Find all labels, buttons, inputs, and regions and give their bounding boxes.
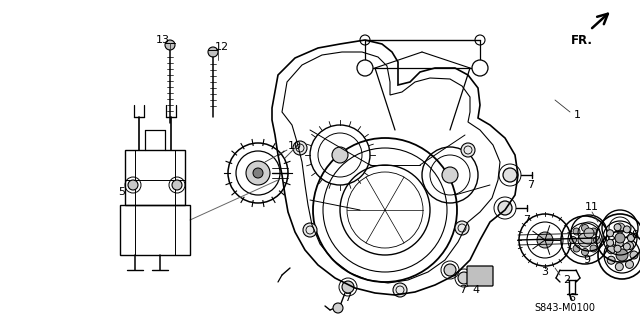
- Circle shape: [630, 251, 638, 259]
- Circle shape: [293, 141, 307, 155]
- Circle shape: [593, 236, 600, 243]
- Circle shape: [332, 147, 348, 163]
- Circle shape: [615, 223, 625, 233]
- Circle shape: [623, 243, 630, 250]
- Text: 6: 6: [568, 293, 575, 303]
- Circle shape: [615, 239, 623, 247]
- Circle shape: [573, 228, 580, 235]
- Circle shape: [623, 226, 630, 233]
- Circle shape: [615, 263, 623, 271]
- Circle shape: [498, 201, 512, 215]
- Circle shape: [503, 168, 517, 182]
- FancyBboxPatch shape: [467, 266, 493, 286]
- Circle shape: [208, 47, 218, 57]
- Text: 3: 3: [541, 267, 548, 277]
- Circle shape: [455, 221, 469, 235]
- Circle shape: [578, 233, 592, 247]
- Circle shape: [616, 249, 628, 261]
- Text: 7: 7: [344, 293, 351, 303]
- Circle shape: [607, 256, 615, 264]
- Circle shape: [442, 167, 458, 183]
- Circle shape: [625, 260, 634, 268]
- Text: 7: 7: [524, 215, 531, 225]
- Circle shape: [537, 232, 553, 248]
- Text: 2: 2: [563, 275, 571, 285]
- Circle shape: [590, 228, 597, 235]
- Circle shape: [172, 180, 182, 190]
- Text: FR.: FR.: [571, 33, 593, 47]
- Circle shape: [128, 180, 138, 190]
- Text: 5: 5: [118, 187, 125, 197]
- Circle shape: [570, 236, 577, 243]
- Circle shape: [444, 264, 456, 276]
- Circle shape: [614, 245, 621, 252]
- Circle shape: [461, 143, 475, 157]
- Circle shape: [246, 161, 270, 185]
- Text: 7: 7: [460, 285, 467, 295]
- Circle shape: [472, 60, 488, 76]
- Circle shape: [584, 228, 594, 238]
- Circle shape: [590, 245, 597, 252]
- Circle shape: [458, 272, 470, 284]
- Circle shape: [393, 283, 407, 297]
- Circle shape: [627, 234, 634, 241]
- Circle shape: [582, 225, 589, 232]
- Circle shape: [573, 245, 580, 252]
- Circle shape: [607, 230, 614, 237]
- Text: 10: 10: [288, 141, 302, 151]
- Text: S843-M0100: S843-M0100: [534, 303, 595, 313]
- Circle shape: [615, 233, 625, 243]
- Text: 4: 4: [472, 285, 479, 295]
- Text: 8: 8: [632, 230, 639, 240]
- Text: 12: 12: [215, 42, 229, 52]
- Circle shape: [342, 281, 354, 293]
- Circle shape: [625, 241, 634, 250]
- Circle shape: [303, 223, 317, 237]
- Text: 11: 11: [585, 202, 599, 212]
- Circle shape: [582, 249, 589, 256]
- Circle shape: [357, 60, 373, 76]
- Text: 9: 9: [584, 255, 591, 265]
- Text: 13: 13: [156, 35, 170, 45]
- Circle shape: [607, 239, 614, 246]
- Circle shape: [607, 246, 615, 254]
- Circle shape: [333, 303, 343, 313]
- Text: 7: 7: [527, 180, 534, 190]
- Circle shape: [614, 224, 621, 231]
- Circle shape: [165, 40, 175, 50]
- Circle shape: [253, 168, 263, 178]
- Text: 1: 1: [573, 110, 580, 120]
